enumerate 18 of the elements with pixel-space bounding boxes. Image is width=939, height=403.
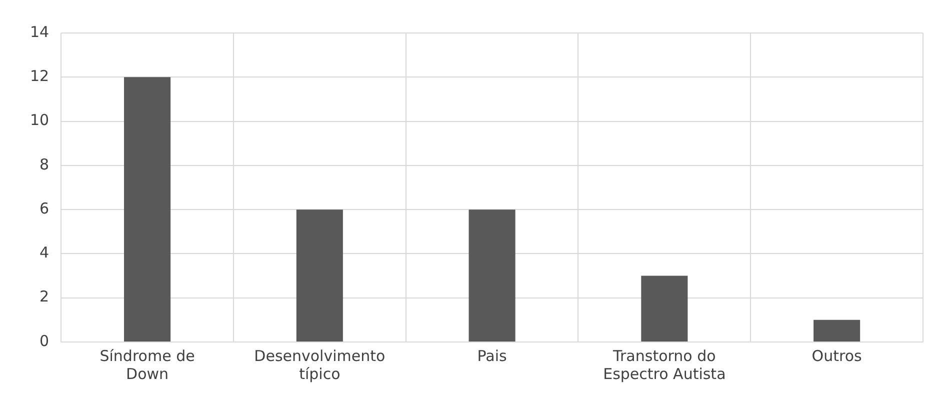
- x-tick-label: Síndrome de Down: [100, 346, 195, 383]
- bar: [468, 210, 516, 342]
- x-tick-label: Transtorno do Espectro Autista: [603, 346, 726, 383]
- x-tick-label: Outros: [812, 346, 862, 365]
- x-tick-label: Pais: [477, 346, 507, 365]
- bar: [641, 276, 688, 342]
- bar: [814, 320, 860, 342]
- bar: [296, 210, 343, 342]
- y-tick-label: 0: [40, 332, 50, 350]
- y-tick-label: 14: [30, 22, 50, 41]
- x-tick-label: Desenvolvimento típico: [254, 346, 386, 383]
- y-tick-label: 6: [40, 199, 50, 218]
- y-tick-label: 8: [40, 155, 50, 174]
- bar: [124, 77, 171, 342]
- y-tick-label: 12: [30, 67, 50, 86]
- y-tick-label: 4: [40, 244, 50, 262]
- y-tick-label: 10: [30, 111, 50, 130]
- y-tick-label: 2: [40, 288, 50, 306]
